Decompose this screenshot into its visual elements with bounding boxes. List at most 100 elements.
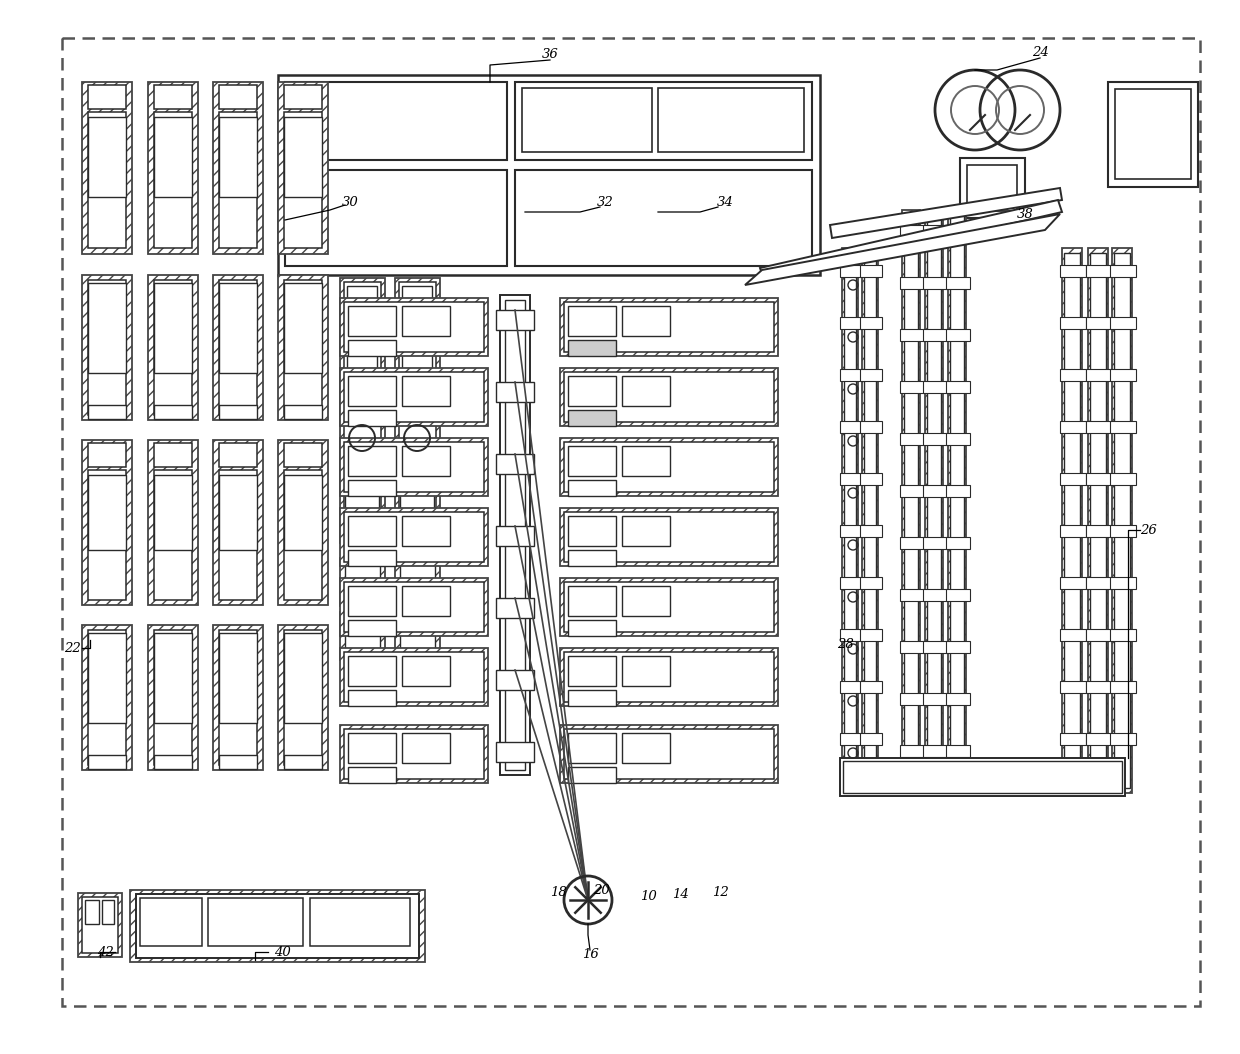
Bar <box>560 725 777 783</box>
Bar <box>658 87 804 152</box>
Bar <box>340 725 489 783</box>
Bar <box>839 681 862 692</box>
Bar <box>861 525 882 536</box>
Bar <box>1086 265 1112 277</box>
Bar <box>900 225 924 237</box>
Bar <box>843 761 1122 793</box>
Bar <box>568 690 616 706</box>
Bar <box>140 898 202 946</box>
Bar <box>208 898 303 946</box>
Bar <box>1086 473 1112 485</box>
Bar <box>1086 681 1112 692</box>
Bar <box>839 577 862 589</box>
Polygon shape <box>745 214 1060 285</box>
Bar <box>1110 629 1136 641</box>
Bar <box>1060 265 1086 277</box>
Bar <box>347 286 377 346</box>
Bar <box>950 215 963 765</box>
Text: 12: 12 <box>712 886 728 899</box>
Bar <box>154 112 192 248</box>
Bar <box>622 656 670 686</box>
Bar <box>154 117 192 197</box>
Bar <box>564 512 774 562</box>
Polygon shape <box>760 200 1061 280</box>
Bar <box>154 475 192 550</box>
Bar <box>1064 253 1080 788</box>
Bar <box>1110 733 1136 745</box>
Bar <box>343 282 381 539</box>
Bar <box>1060 629 1086 641</box>
Bar <box>900 433 924 445</box>
Bar <box>213 625 263 770</box>
Bar <box>923 485 947 497</box>
Bar <box>348 306 396 336</box>
Bar <box>86 900 99 924</box>
Bar <box>1060 317 1086 329</box>
Bar <box>1109 82 1198 187</box>
Bar <box>861 421 882 433</box>
Bar <box>568 620 616 636</box>
Bar <box>946 641 970 653</box>
Bar <box>278 275 329 419</box>
Bar <box>1110 525 1136 536</box>
Bar <box>496 382 534 402</box>
Bar <box>348 733 396 763</box>
Bar <box>343 652 484 702</box>
Bar <box>923 692 947 705</box>
Bar <box>568 340 616 356</box>
Bar <box>1060 473 1086 485</box>
Bar <box>496 526 534 546</box>
Bar <box>1115 89 1190 179</box>
Bar <box>278 625 329 770</box>
Bar <box>213 440 263 605</box>
Bar <box>154 630 192 765</box>
Bar <box>1086 369 1112 380</box>
Bar <box>901 210 920 770</box>
Text: 34: 34 <box>717 195 733 209</box>
Text: 20: 20 <box>593 884 609 898</box>
Bar <box>88 755 126 769</box>
Bar <box>564 372 774 422</box>
Bar <box>284 470 322 600</box>
Bar <box>923 536 947 549</box>
Bar <box>564 729 774 779</box>
Bar <box>154 284 192 373</box>
Bar <box>340 278 384 543</box>
Bar <box>1086 577 1112 589</box>
Bar <box>1086 525 1112 536</box>
Bar <box>148 440 198 605</box>
Bar <box>401 563 435 601</box>
Bar <box>900 745 924 757</box>
Bar <box>560 368 777 426</box>
Text: 22: 22 <box>63 642 81 655</box>
Bar <box>568 446 616 476</box>
Bar <box>560 648 777 706</box>
Bar <box>900 589 924 601</box>
Bar <box>560 438 777 496</box>
Bar <box>839 629 862 641</box>
Bar <box>923 329 947 341</box>
Bar <box>900 277 924 289</box>
Bar <box>967 165 1017 211</box>
Bar <box>861 265 882 277</box>
Text: 16: 16 <box>582 949 599 961</box>
Bar <box>1110 421 1136 433</box>
Bar <box>960 158 1025 218</box>
Bar <box>1060 525 1086 536</box>
Bar <box>1110 265 1136 277</box>
Text: 26: 26 <box>1140 524 1157 536</box>
Bar <box>568 767 616 783</box>
Text: 36: 36 <box>542 48 558 61</box>
Bar <box>402 656 450 686</box>
Bar <box>568 306 616 336</box>
Bar <box>343 372 484 422</box>
Bar <box>284 443 322 467</box>
Bar <box>923 641 947 653</box>
Bar <box>946 589 970 601</box>
Bar <box>148 625 198 770</box>
Bar <box>839 317 862 329</box>
Bar <box>1060 369 1086 380</box>
Bar <box>343 582 484 632</box>
Bar <box>1086 733 1112 745</box>
Bar <box>1086 629 1112 641</box>
